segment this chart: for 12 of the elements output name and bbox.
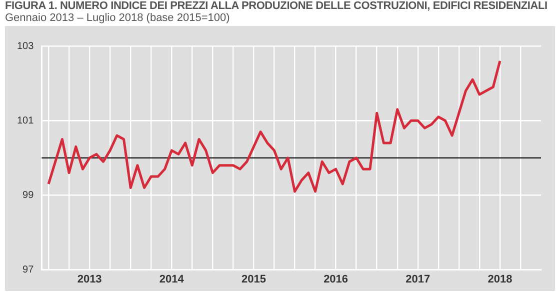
x-tick-label: 2013 <box>77 273 102 286</box>
y-tick-label: 103 <box>16 40 34 52</box>
x-tick-label: 2017 <box>406 273 430 286</box>
x-tick-label: 2016 <box>324 273 348 286</box>
chart-title: FIGURA 1. NUMERO INDICE DEI PREZZI ALLA PRODUZIONE DELLE COSTRUZIONI, EDIFICI RESIDENZIALI <box>4 0 548 12</box>
x-tick-label: 2015 <box>241 273 266 286</box>
y-tick-label: 101 <box>16 115 34 126</box>
x-tick-label: 2018 <box>488 273 512 286</box>
x-tick-label: 2014 <box>159 273 185 286</box>
chart-subtitle: Gennaio 2013 – Luglio 2018 (base 2015=100) <box>4 12 231 25</box>
y-tick-label: 97 <box>22 264 34 276</box>
y-tick-label: 99 <box>22 190 34 201</box>
